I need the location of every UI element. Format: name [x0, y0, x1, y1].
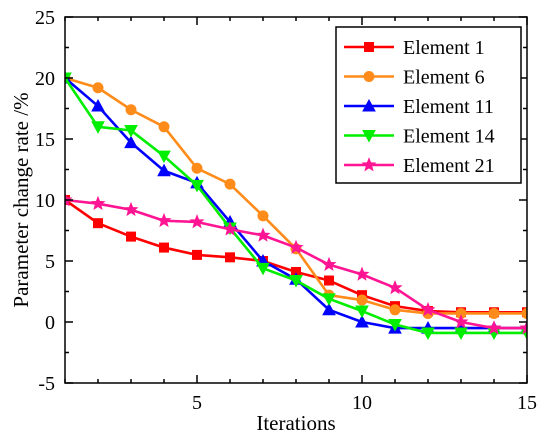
data-point — [388, 318, 402, 332]
data-point — [420, 301, 436, 317]
y-tick-label: 25 — [35, 7, 55, 29]
legend-item: Element 11 — [344, 96, 494, 118]
data-point — [355, 305, 369, 319]
axis-layer: 5 10 15 -5 0 5 10 15 20 25 — [35, 7, 537, 414]
data-point — [192, 249, 202, 260]
data-point — [90, 195, 106, 211]
legend-marker — [364, 42, 374, 52]
series-1 — [65, 195, 527, 318]
series-layer — [65, 70, 527, 341]
series-5 — [65, 192, 527, 335]
data-point — [124, 135, 138, 149]
data-point — [421, 327, 435, 341]
legend-marker — [362, 98, 376, 112]
x-tick-label: 10 — [352, 392, 372, 414]
legend-item: Element 14 — [344, 126, 495, 148]
data-point — [126, 231, 136, 242]
data-point — [486, 320, 502, 335]
data-point — [355, 314, 369, 328]
data-point — [222, 221, 238, 236]
data-point — [158, 121, 170, 133]
data-point — [191, 162, 203, 174]
legend-label: Element 11 — [403, 96, 494, 118]
legend-label: Element 1 — [403, 37, 485, 59]
x-tick-label: 5 — [192, 392, 202, 414]
legend: Element 1 Element 6 Element 11 Element 14 El… — [335, 26, 522, 184]
data-point — [354, 266, 370, 281]
legend-marker — [363, 71, 375, 82]
data-point — [123, 201, 139, 217]
y-tick-label: 10 — [35, 190, 55, 212]
data-point — [288, 239, 304, 254]
data-point — [224, 178, 236, 190]
data-point — [289, 275, 303, 288]
data-point — [521, 307, 527, 319]
legend-item: Element 1 — [344, 37, 485, 59]
data-point — [156, 212, 172, 228]
data-point — [324, 275, 334, 286]
data-point — [91, 99, 105, 112]
data-point — [257, 210, 269, 222]
data-point — [225, 252, 235, 263]
data-point — [322, 293, 336, 306]
data-point — [256, 262, 270, 276]
y-tick-label: -5 — [38, 373, 55, 395]
legend-marker — [361, 157, 377, 172]
data-point — [321, 256, 337, 272]
legend-marker — [362, 130, 376, 143]
data-point — [389, 304, 401, 316]
data-point — [387, 279, 403, 295]
data-point — [124, 124, 138, 138]
data-point — [453, 314, 469, 329]
legend-label: Element 14 — [403, 126, 495, 148]
data-point — [519, 320, 527, 335]
data-point — [189, 214, 205, 229]
y-tick-label: 0 — [45, 312, 55, 334]
data-point — [255, 227, 271, 242]
data-point — [91, 121, 105, 134]
data-point — [92, 82, 104, 94]
data-point — [93, 218, 103, 229]
y-tick-label: 15 — [35, 129, 55, 151]
legend-label: Element 6 — [403, 67, 485, 89]
data-point — [488, 307, 500, 319]
data-point — [322, 302, 336, 316]
x-axis-title: Iterations — [256, 411, 335, 435]
data-point — [454, 327, 468, 341]
legend-item: Element 21 — [344, 155, 495, 177]
data-point — [159, 242, 169, 253]
y-tick-label: 5 — [45, 251, 55, 273]
data-point — [157, 163, 171, 177]
series-4 — [65, 72, 527, 341]
y-tick-label: 20 — [35, 68, 55, 90]
data-point — [157, 150, 171, 164]
data-point — [356, 294, 368, 306]
y-axis-title: Parameter change rate /% — [9, 92, 33, 307]
data-point — [125, 104, 137, 116]
legend-item: Element 6 — [344, 67, 485, 89]
data-point — [190, 179, 204, 193]
legend-label: Element 21 — [403, 155, 495, 177]
x-tick-label: 15 — [517, 392, 537, 414]
series-line — [65, 198, 527, 314]
